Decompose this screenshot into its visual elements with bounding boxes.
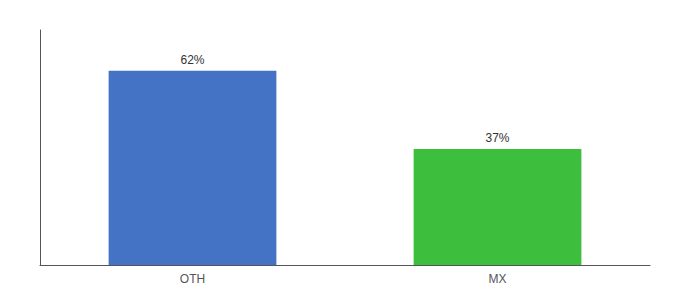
svg-text:MX: MX: [489, 272, 507, 286]
svg-text:OTH: OTH: [180, 272, 205, 286]
svg-text:37%: 37%: [485, 131, 509, 145]
svg-text:62%: 62%: [180, 53, 204, 67]
